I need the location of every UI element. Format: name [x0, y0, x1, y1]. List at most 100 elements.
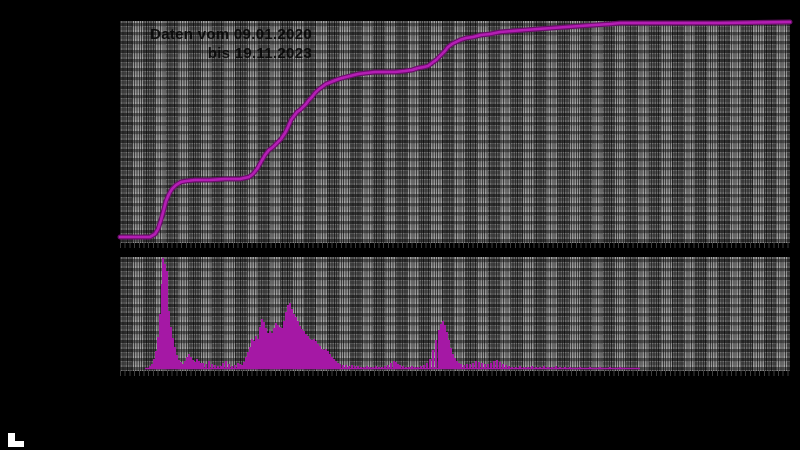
bar [397, 364, 399, 369]
bar [159, 314, 161, 369]
bar [249, 347, 251, 369]
bar [222, 363, 224, 369]
bar [257, 339, 259, 369]
bar [378, 367, 380, 369]
bar [543, 366, 545, 369]
bar [317, 344, 319, 369]
bar [369, 367, 371, 369]
bar [261, 319, 263, 369]
bar [569, 367, 571, 369]
bar [259, 327, 261, 369]
bar [417, 367, 419, 369]
bar [269, 331, 271, 369]
bar [456, 361, 458, 369]
bar [446, 332, 448, 369]
bar [539, 367, 541, 369]
bar [295, 317, 297, 369]
bar [333, 359, 335, 369]
bar [307, 336, 309, 369]
bar [411, 366, 413, 369]
corner-logo-mark-horizontal [8, 441, 24, 447]
bar [180, 362, 182, 369]
bar [311, 340, 313, 369]
bar [423, 365, 425, 369]
bar [589, 367, 591, 369]
bar [285, 312, 287, 369]
bar [555, 366, 557, 369]
bar [251, 339, 253, 369]
bar [339, 364, 341, 369]
top-panel-x-axis-ticks [120, 243, 790, 248]
bar [208, 361, 210, 369]
bar [527, 367, 529, 369]
bar [287, 305, 289, 369]
bar [211, 364, 213, 369]
bar [499, 362, 501, 369]
bar [196, 359, 198, 369]
bar [429, 359, 431, 369]
bar [348, 366, 350, 369]
bar [162, 258, 164, 369]
bar [599, 367, 601, 369]
bar [241, 365, 243, 369]
bar [184, 361, 186, 369]
bar [351, 365, 353, 369]
bar [275, 323, 277, 369]
bar [291, 309, 293, 369]
bar [190, 357, 192, 369]
bar [323, 350, 325, 369]
corner-logo-mark-vertical [8, 433, 15, 447]
bar [267, 333, 269, 369]
bar [405, 367, 407, 369]
bar [273, 328, 275, 369]
bar [329, 354, 331, 369]
bar [634, 368, 636, 369]
bar [166, 271, 168, 369]
bar [315, 341, 317, 369]
bar [245, 357, 247, 369]
corner-logo-mark [8, 433, 24, 447]
bar [321, 349, 323, 369]
bar [228, 364, 230, 369]
bar [214, 365, 216, 369]
bar [263, 322, 265, 369]
bar [170, 327, 172, 369]
bar [157, 337, 159, 369]
bar [271, 333, 273, 369]
bar [547, 367, 549, 369]
bar [247, 352, 249, 369]
bar [309, 339, 311, 369]
bar [609, 367, 611, 369]
bar [202, 363, 204, 369]
bar [564, 367, 566, 369]
bar [481, 363, 483, 369]
bar [192, 360, 194, 369]
bar [299, 326, 301, 369]
bar [253, 341, 255, 369]
bar [484, 364, 486, 369]
bar [313, 339, 315, 369]
bar [594, 368, 596, 369]
bar [243, 362, 245, 369]
bar [319, 346, 321, 369]
bar [178, 360, 180, 369]
bar [265, 328, 267, 369]
bar [478, 362, 480, 369]
bar [502, 364, 504, 369]
bar [172, 338, 174, 369]
bar [519, 366, 521, 369]
bar [438, 330, 440, 369]
cumulative-line-plot [117, 19, 793, 240]
bar [463, 365, 465, 369]
bar [390, 363, 392, 369]
bar [440, 324, 442, 369]
bar [387, 365, 389, 369]
bar [490, 363, 492, 369]
bar [360, 367, 362, 369]
bar [151, 364, 153, 369]
bar [239, 364, 241, 369]
bar [414, 367, 416, 369]
bar [420, 366, 422, 369]
bar [297, 321, 299, 369]
bar [432, 350, 434, 369]
